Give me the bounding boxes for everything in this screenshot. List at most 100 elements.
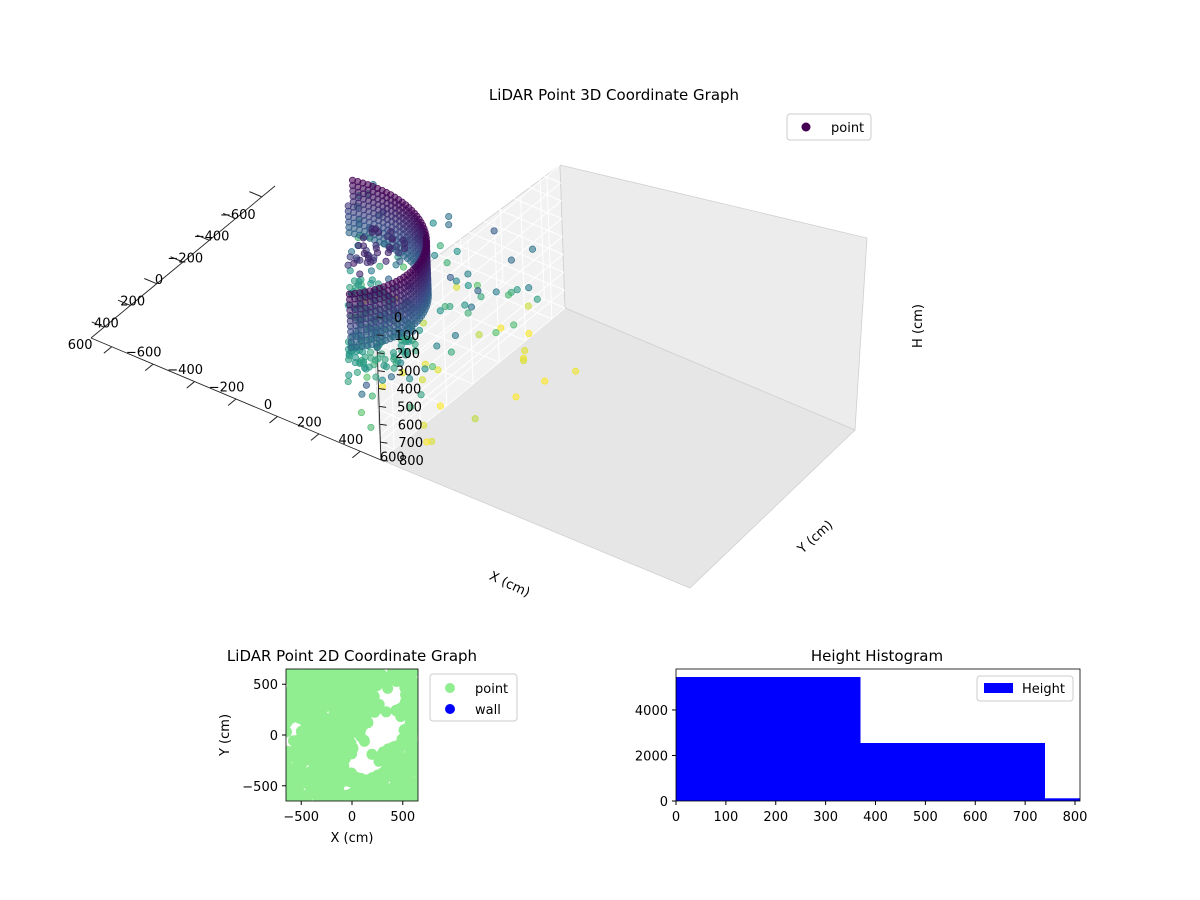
point-2d	[286, 749, 295, 760]
y-tick-3d	[269, 416, 278, 424]
legend-2d-label-wall: wall	[475, 703, 501, 718]
point-2d	[412, 775, 418, 787]
point-2d	[400, 734, 412, 746]
point-3d	[453, 247, 461, 255]
point-2d	[380, 706, 392, 718]
point-3d	[445, 212, 453, 221]
z-tick-label-3d: 100	[395, 329, 420, 344]
point-3d	[434, 366, 442, 374]
point-2d	[300, 721, 312, 733]
point-3d	[464, 281, 472, 290]
point-2d	[385, 757, 397, 769]
point-3d	[396, 257, 404, 265]
y-tick-label-hist: 4000	[635, 704, 668, 719]
point-3d	[351, 359, 359, 367]
legend-3d-label: point	[831, 121, 864, 136]
ylabel-3d: Y (cm)	[794, 518, 836, 558]
point-3d	[452, 277, 460, 285]
x-tick-label-3d: −600	[220, 208, 256, 223]
point-3d	[415, 326, 424, 334]
x-tick-3d	[91, 321, 105, 328]
point-3d	[443, 259, 451, 267]
point-2d	[318, 711, 330, 723]
y-tick-3d	[144, 363, 154, 372]
point-2d	[407, 669, 418, 677]
point-2d	[333, 728, 345, 740]
point-3d	[477, 293, 485, 301]
grid-wall-h	[271, 78, 562, 202]
z-tick-3d	[380, 441, 388, 444]
point-3d	[373, 249, 382, 257]
point-3d	[366, 348, 375, 356]
y-tick-label-2d: 500	[253, 678, 278, 693]
z-tick-3d	[379, 423, 387, 426]
point-2d	[412, 716, 418, 728]
point-2d	[299, 713, 311, 725]
point-3d	[407, 403, 415, 411]
point-3d	[447, 348, 455, 356]
point-2d	[328, 787, 340, 799]
point-3d	[358, 390, 366, 398]
legend-3d: point	[786, 113, 872, 141]
legend-2d-marker-wall	[445, 704, 455, 714]
point-3d	[345, 371, 353, 379]
legend-hist-label: Height	[1022, 682, 1065, 697]
point-3d	[387, 373, 395, 381]
point-2d	[325, 669, 337, 676]
point-3d	[431, 251, 439, 259]
point-2d	[347, 776, 359, 787]
point-2d	[309, 696, 321, 707]
point-3d	[399, 369, 407, 377]
grid-wall-h	[272, 131, 564, 255]
point-2d	[368, 794, 380, 801]
point-2d	[412, 784, 418, 796]
point-3d	[345, 229, 353, 237]
point-3d	[428, 363, 437, 371]
x-tick-label-3d: 0	[155, 273, 163, 288]
point-3d	[524, 302, 532, 310]
point-2d	[350, 710, 362, 722]
z-tick-label-3d: 200	[395, 347, 420, 362]
point-3d	[433, 342, 441, 350]
point-3d	[464, 309, 472, 317]
point-3d	[475, 331, 483, 339]
grid-wall-h	[269, 42, 561, 166]
z-tick-label-3d: 600	[398, 418, 423, 433]
x-tick-3d	[144, 278, 157, 285]
x-tick-label-hist: 300	[813, 810, 838, 825]
point-3d	[406, 375, 414, 383]
grid-wall-h	[380, 289, 565, 443]
point-3d	[441, 303, 449, 311]
z-tick-3d	[375, 316, 384, 319]
plot-3d: LiDAR Point 3D Coordinate Graph −600 −400…	[68, 42, 926, 601]
x-tick-label-3d: 200	[120, 295, 145, 310]
point-3d	[372, 373, 380, 381]
point-2d	[412, 760, 418, 772]
point-3d	[504, 291, 513, 299]
point-2d	[410, 746, 418, 757]
z-tick-3d	[377, 370, 385, 373]
hist-frame	[675, 668, 1081, 802]
point-3d	[429, 219, 437, 227]
point-2d	[327, 752, 339, 764]
point-2d	[316, 756, 327, 768]
point-2d	[307, 782, 319, 794]
legend-2d-label-point: point	[475, 682, 508, 697]
point-3d	[361, 364, 369, 372]
point-3d	[360, 249, 368, 258]
z-tick-label-3d: 0	[394, 311, 402, 326]
hist-bar	[860, 743, 1045, 801]
point-3d	[381, 355, 389, 364]
point-2d	[298, 748, 309, 759]
point-2d	[331, 766, 343, 778]
zlabel-3d: H (cm)	[911, 304, 926, 348]
point-3d	[383, 232, 391, 241]
legend-2d-marker-point	[445, 683, 455, 693]
point-3d	[350, 277, 358, 285]
point-2d	[300, 669, 311, 679]
x-tick-3d	[117, 299, 131, 306]
point-3d	[345, 356, 353, 364]
point-3d	[490, 227, 498, 235]
y-tick-3d	[186, 381, 195, 389]
